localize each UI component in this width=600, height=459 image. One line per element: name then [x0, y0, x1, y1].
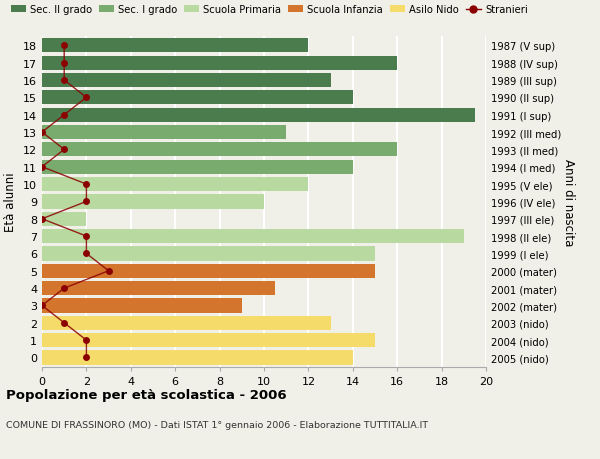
Bar: [42, 39, 308, 53]
Bar: [42, 91, 353, 105]
Point: [59, 319, 69, 327]
Bar: [42, 351, 353, 365]
Point: [82, 337, 91, 344]
Bar: [42, 230, 464, 244]
Point: [82, 354, 91, 361]
Point: [82, 181, 91, 188]
Point: [37, 302, 47, 309]
Point: [59, 112, 69, 119]
Bar: [42, 281, 275, 296]
Bar: [42, 316, 331, 330]
Bar: [42, 74, 331, 88]
Point: [59, 146, 69, 154]
Bar: [42, 299, 242, 313]
Point: [37, 129, 47, 136]
Bar: [42, 108, 475, 123]
Point: [37, 164, 47, 171]
Bar: [42, 160, 353, 174]
Bar: [42, 264, 375, 278]
Point: [82, 198, 91, 206]
Point: [37, 216, 47, 223]
Point: [82, 95, 91, 102]
Point: [59, 60, 69, 67]
Bar: [42, 56, 397, 71]
Bar: [42, 126, 286, 140]
Bar: [42, 247, 375, 261]
Text: Popolazione per età scolastica - 2006: Popolazione per età scolastica - 2006: [6, 388, 287, 401]
Point: [59, 77, 69, 84]
Point: [104, 268, 113, 275]
Bar: [42, 333, 375, 347]
Text: COMUNE DI FRASSINORO (MO) - Dati ISTAT 1° gennaio 2006 - Elaborazione TUTTITALIA: COMUNE DI FRASSINORO (MO) - Dati ISTAT 1…: [6, 420, 428, 429]
Point: [59, 43, 69, 50]
Y-axis label: Anni di nascita: Anni di nascita: [562, 158, 575, 246]
Bar: [42, 212, 86, 226]
Legend: Sec. II grado, Sec. I grado, Scuola Primaria, Scuola Infanzia, Asilo Nido, Stran: Sec. II grado, Sec. I grado, Scuola Prim…: [11, 5, 527, 15]
Bar: [42, 195, 264, 209]
Y-axis label: Età alunni: Età alunni: [4, 172, 17, 232]
Point: [82, 250, 91, 257]
Bar: [42, 178, 308, 192]
Bar: [42, 143, 397, 157]
Point: [59, 285, 69, 292]
Point: [82, 233, 91, 240]
